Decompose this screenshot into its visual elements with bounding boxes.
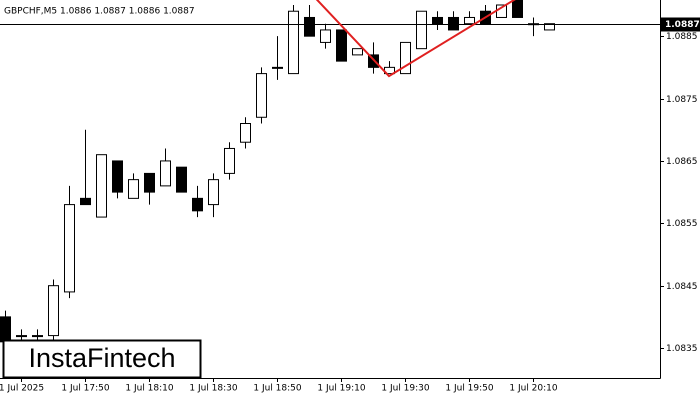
x-tick-label: 1 Jul 18:30 (189, 384, 238, 394)
y-tick-label: 1.0845 (666, 282, 698, 292)
x-tick-label: 1 Jul 19:10 (317, 384, 366, 394)
price-label: 1.0887 (665, 20, 700, 30)
chart-title: GBPCHF,M5 1.0886 1.0887 1.0886 1.0887 (4, 7, 195, 17)
candle-body (80, 197, 91, 206)
candle-body (416, 10, 427, 50)
candle-body (32, 335, 43, 338)
candle-body (176, 166, 187, 193)
logo-box (2, 339, 202, 379)
candle-body (112, 160, 123, 193)
x-tick-label: 1 Jul 2025 (0, 384, 44, 394)
y-tick-label: 1.0835 (666, 344, 698, 354)
candle-body (96, 154, 107, 218)
candle-body (288, 10, 299, 75)
x-tick-label: 1 Jul 19:30 (381, 384, 430, 394)
x-tick-label: 1 Jul 18:10 (125, 384, 174, 394)
candle-body (368, 54, 379, 68)
y-tick-label: 1.0875 (666, 95, 698, 105)
candle-body (448, 16, 459, 31)
y-tick-label: 1.0855 (666, 219, 698, 229)
candle-body (320, 29, 331, 43)
candle-body (352, 48, 363, 56)
logo: InstaFintech (28, 343, 175, 373)
candle-body (160, 160, 171, 187)
candle-body (512, 0, 523, 18)
y-tick-label: 1.0885 (666, 32, 698, 42)
candle-body (272, 66, 283, 69)
candle-body (0, 316, 11, 343)
price-tag (661, 17, 700, 32)
candle-body (464, 16, 475, 25)
candle-body (256, 73, 267, 118)
candle-body (144, 172, 155, 193)
y-tick-label: 1.0865 (666, 157, 698, 167)
candle-body (544, 23, 555, 31)
candle-body (304, 16, 315, 37)
x-tick-label: 1 Jul 20:10 (509, 384, 558, 394)
x-tick-label: 1 Jul 17:50 (61, 384, 110, 394)
candle-body (128, 179, 139, 199)
x-tick-label: 1 Jul 18:50 (253, 384, 302, 394)
candle-body (240, 123, 251, 143)
candle-body (64, 204, 75, 293)
candle-body (336, 29, 347, 62)
candle-body (16, 335, 27, 338)
x-tick-label: 1 Jul 19:50 (445, 384, 494, 394)
pattern-line (315, 0, 516, 78)
candle-body (224, 147, 235, 174)
candle-body (48, 285, 59, 337)
candle-body (192, 197, 203, 212)
candle-body (400, 41, 411, 75)
candle-body (432, 16, 443, 25)
candle-body (208, 179, 219, 206)
